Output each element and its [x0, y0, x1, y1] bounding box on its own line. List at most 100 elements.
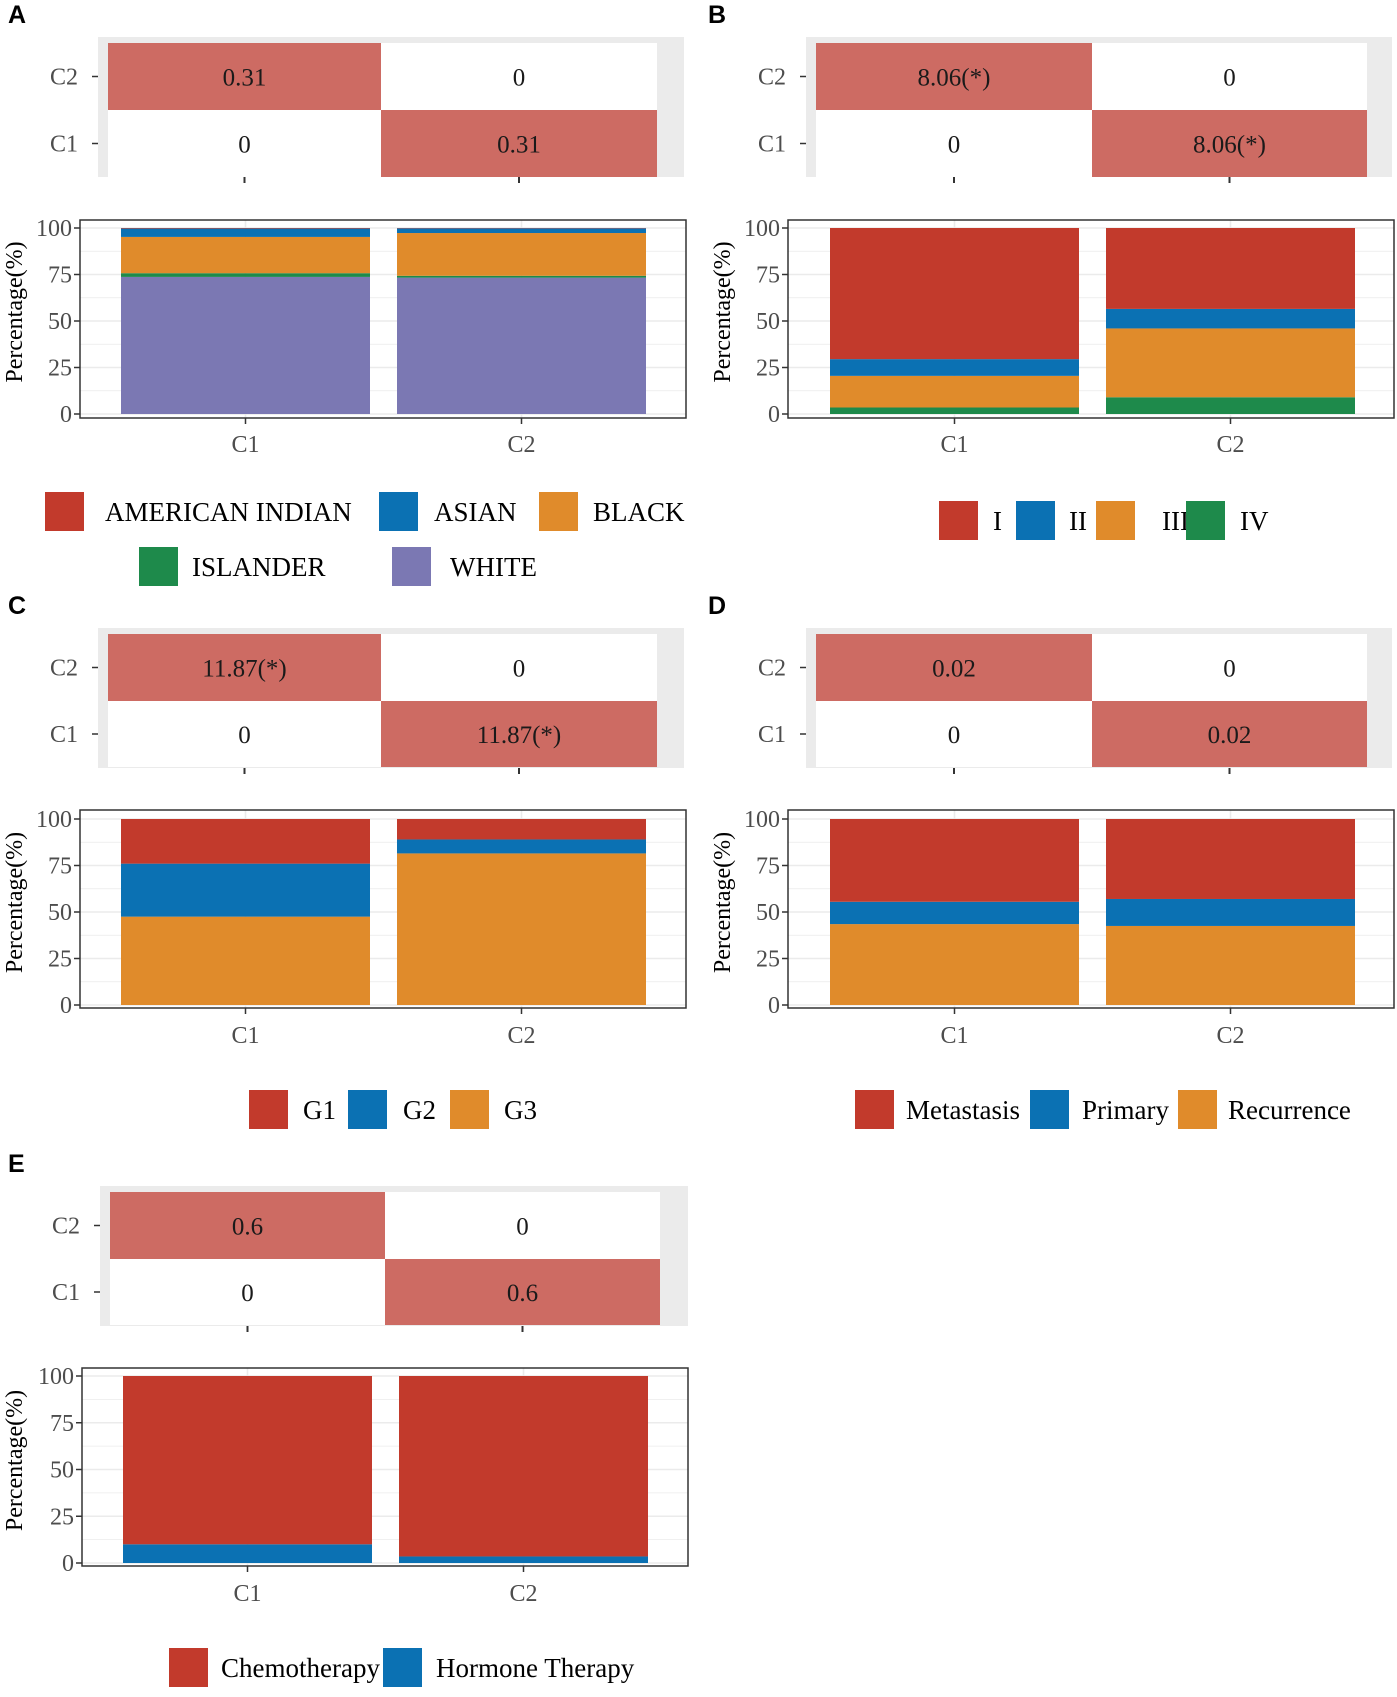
bar-segment-chemotherapy [399, 1376, 648, 1557]
bar-segment-black [121, 236, 370, 274]
bar-segment-chemotherapy [123, 1376, 372, 1545]
plot-frame [787, 809, 1395, 1009]
legend-swatch [855, 1090, 894, 1129]
panel-label: B [708, 1, 726, 29]
stacked-bar-chart: 0 25 50 75 100 C1 C2 Percentage(%) [2, 807, 687, 1049]
bar-segment-g3 [121, 916, 370, 1005]
y-tick-label: 50 [756, 900, 780, 926]
y-tick-label: 75 [756, 854, 780, 880]
legend: Chemotherapy Hormone Therapy [169, 1648, 635, 1687]
panel-label: C [8, 592, 26, 620]
heatmap-cell-value: 0 [513, 656, 526, 683]
bar-segment-hormone-therapy [399, 1556, 648, 1563]
y-tick-label: 100 [36, 216, 72, 242]
x-tick-label: C1 [231, 1023, 259, 1049]
heatmap-cell [816, 110, 1092, 177]
y-tick-label: 75 [48, 263, 72, 289]
heatmap-cell-value: 0.31 [497, 132, 541, 159]
legend-swatch [539, 492, 578, 531]
heatmap-cell-value: 8.06(*) [1193, 132, 1266, 159]
legend-label: Primary [1082, 1095, 1169, 1125]
heatmap-row-label: C2 [50, 656, 78, 682]
heatmap-row-label: C2 [52, 1214, 80, 1240]
bar-segment-g2 [397, 839, 646, 854]
y-tick-label: 50 [756, 309, 780, 335]
y-tick-label: 25 [50, 1504, 74, 1530]
legend-swatch [1186, 501, 1225, 540]
heatmap-row-label: C2 [758, 65, 786, 91]
legend-label: ISLANDER [192, 552, 326, 582]
panel-c: C 11.87(*) 0 C2 0 11.87(*) C1 0 25 50 75 100 C1 C2 Per… [2, 592, 687, 1129]
y-tick-label: 25 [756, 947, 780, 973]
legend-swatch [348, 1090, 387, 1129]
bar-segment-white [397, 277, 646, 414]
bar-segment-white [121, 276, 370, 414]
legend-swatch [45, 492, 84, 531]
y-tick-label: 50 [48, 309, 72, 335]
heatmap-cell [385, 1259, 660, 1325]
bar-segment-iii [830, 375, 1079, 408]
panel-label: A [8, 1, 26, 29]
heatmap-cell-value: 0 [516, 1214, 529, 1241]
panel-label: E [8, 1150, 25, 1178]
legend-label: Hormone Therapy [436, 1653, 635, 1683]
contingency-heatmap: 8.06(*) 0 C2 0 8.06(*) C1 [758, 37, 1392, 183]
y-axis-title: Percentage(%) [2, 832, 28, 973]
bar-segment-i [830, 228, 1079, 360]
heatmap-cell-value: 0 [1223, 656, 1236, 683]
heatmap-cell-value: 0.02 [932, 656, 976, 683]
panel-b: B 8.06(*) 0 C2 0 8.06(*) C1 0 25 50 75 100 C1 C2 Perce… [708, 1, 1395, 540]
bar-segment-iii [1106, 328, 1355, 398]
stacked-bar-chart: 0 25 50 75 100 C1 C2 Percentage(%) [710, 807, 1395, 1049]
bar-segment-asian [397, 228, 646, 234]
panel-label: D [708, 592, 726, 620]
heatmap-cell [1092, 701, 1367, 767]
plot-frame [787, 219, 1395, 419]
bar-segment-iv [1106, 397, 1355, 414]
y-tick-label: 100 [38, 1364, 74, 1390]
heatmap-cell-value: 0 [241, 1280, 254, 1307]
legend-label: ASIAN [434, 497, 517, 527]
legend: Metastasis Primary Recurrence [855, 1090, 1351, 1129]
y-tick-label: 0 [768, 402, 780, 428]
y-tick-label: 25 [48, 947, 72, 973]
heatmap-cell-value: 11.87(*) [202, 656, 286, 683]
heatmap-row-label: C1 [52, 1280, 80, 1306]
bar-segment-recurrence [830, 924, 1079, 1005]
stacked-bar-chart: 0 25 50 75 100 C1 C2 Percentage(%) [2, 1364, 689, 1607]
legend-swatch [939, 501, 978, 540]
bar-segment-islander [121, 273, 370, 277]
heatmap-cell-value: 0 [1223, 65, 1236, 92]
legend-swatch [383, 1648, 422, 1687]
legend-label: G2 [403, 1095, 436, 1125]
y-tick-label: 75 [50, 1411, 74, 1437]
x-tick-label: C1 [940, 1023, 968, 1049]
heatmap-cell [816, 701, 1092, 767]
heatmap-row-label: C1 [758, 132, 786, 158]
legend-label: BLACK [593, 497, 685, 527]
legend-label: III [1162, 506, 1189, 536]
bar-segment-i [1106, 228, 1355, 309]
heatmap-cell [381, 43, 657, 110]
bar-segment-primary [1106, 898, 1355, 926]
bar-segment-g1 [397, 819, 646, 840]
heatmap-cell [108, 43, 381, 110]
plot-frame [81, 1367, 689, 1567]
contingency-heatmap: 0.02 0 C2 0 0.02 C1 [758, 628, 1392, 774]
legend-label: II [1069, 506, 1087, 536]
heatmap-cell-value: 0.02 [1208, 722, 1252, 749]
y-tick-label: 100 [36, 807, 72, 833]
y-tick-label: 0 [60, 993, 72, 1019]
heatmap-cell [108, 634, 381, 701]
bar-segment-metastasis [830, 819, 1079, 902]
panel-e: E 0.6 0 C2 0 0.6 C1 0 25 50 75 100 C1 C2 Percentage(%)… [2, 1150, 689, 1687]
heatmap-cell-value: 0 [238, 722, 251, 749]
y-tick-label: 75 [756, 263, 780, 289]
contingency-heatmap: 0.6 0 C2 0 0.6 C1 [52, 1186, 688, 1332]
legend-swatch [450, 1090, 489, 1129]
heatmap-cell-value: 0 [238, 132, 251, 159]
y-tick-label: 50 [50, 1458, 74, 1484]
heatmap-row-label: C2 [758, 656, 786, 682]
heatmap-row-label: C1 [50, 722, 78, 748]
